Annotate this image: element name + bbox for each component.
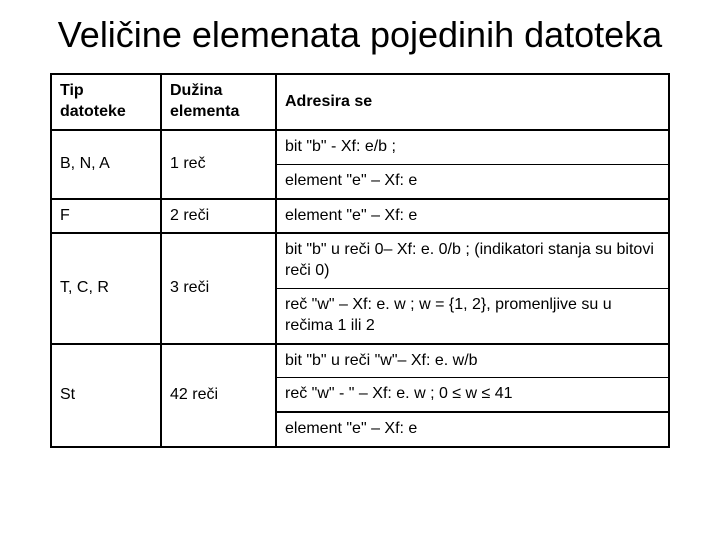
table-row: B, N, A 1 reč bit "b" - Xf: e/b ; <box>51 130 669 164</box>
table-row: T, C, R 3 reči bit "b" u reči 0– Xf: e. … <box>51 233 669 288</box>
cell-address: element "e" – Xf: e <box>276 164 669 198</box>
cell-address: reč "w" – Xf: e. w ; w = {1, 2}, promenl… <box>276 288 669 343</box>
table-header-row: Tip datoteke Dužina elementa Adresira se <box>51 74 669 130</box>
cell-length: 3 reči <box>161 233 276 343</box>
cell-type: F <box>51 199 161 234</box>
col-header-type: Tip datoteke <box>51 74 161 130</box>
cell-type: St <box>51 344 161 447</box>
cell-address: bit "b" u reči 0– Xf: e. 0/b ; (indikato… <box>276 233 669 288</box>
cell-address: element "e" – Xf: e <box>276 199 669 234</box>
cell-length: 42 reči <box>161 344 276 447</box>
col-header-length: Dužina elementa <box>161 74 276 130</box>
cell-type: B, N, A <box>51 130 161 199</box>
cell-type: T, C, R <box>51 233 161 343</box>
slide: Veličine elemenata pojedinih datoteka Ti… <box>0 0 720 540</box>
cell-address: bit "b" - Xf: e/b ; <box>276 130 669 164</box>
col-header-address: Adresira se <box>276 74 669 130</box>
cell-address: reč "w" - " – Xf: e. w ; 0 ≤ w ≤ 41 <box>276 378 669 412</box>
cell-address: element "e" – Xf: e <box>276 412 669 447</box>
table-row: St 42 reči bit "b" u reči "w"– Xf: e. w/… <box>51 344 669 378</box>
data-table: Tip datoteke Dužina elementa Adresira se… <box>50 73 670 448</box>
table-row: F 2 reči element "e" – Xf: e <box>51 199 669 234</box>
cell-length: 1 reč <box>161 130 276 199</box>
page-title: Veličine elemenata pojedinih datoteka <box>50 14 670 55</box>
cell-length: 2 reči <box>161 199 276 234</box>
cell-address: bit "b" u reči "w"– Xf: e. w/b <box>276 344 669 378</box>
